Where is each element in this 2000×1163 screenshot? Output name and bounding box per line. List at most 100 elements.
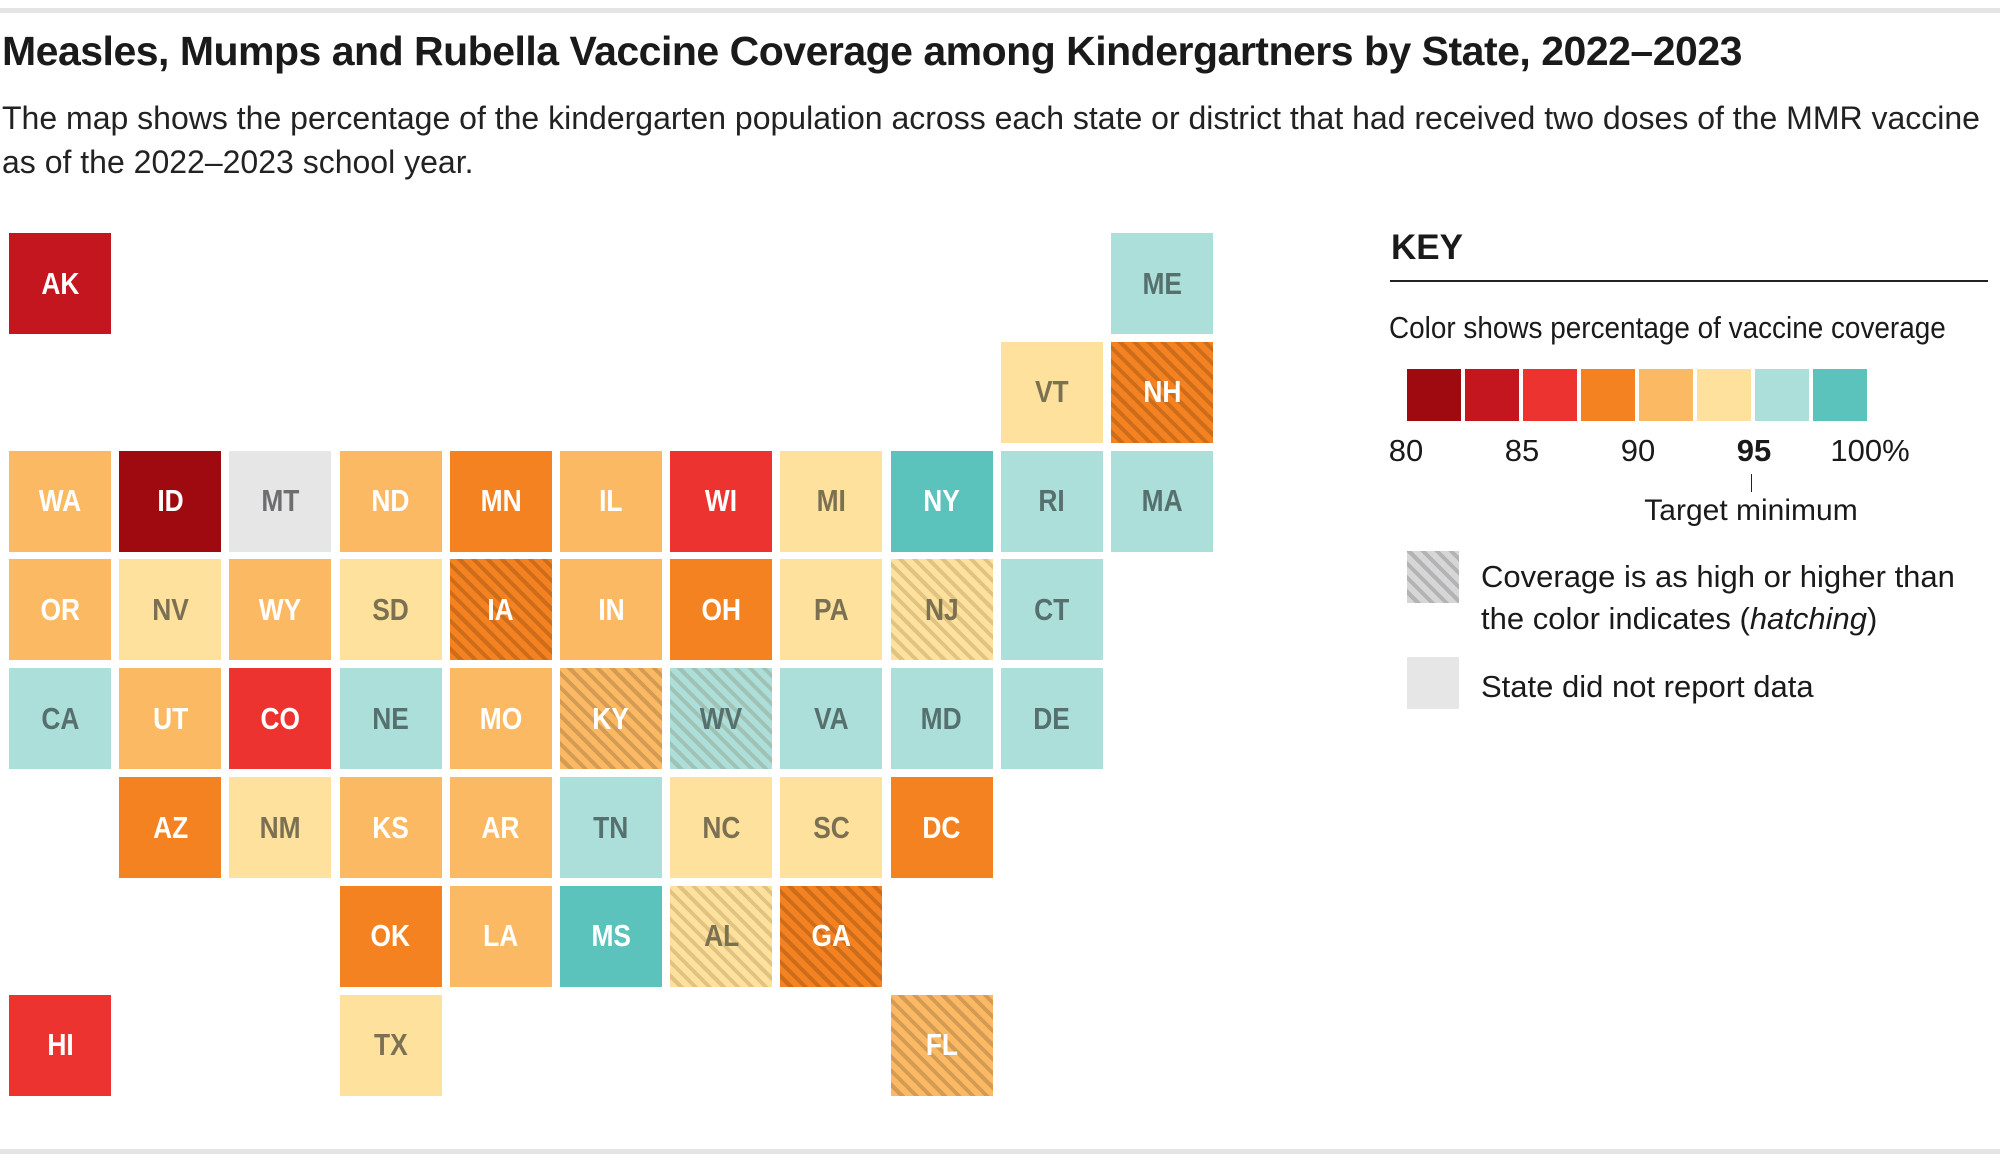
state-tile-ks: KS [339, 777, 442, 878]
state-tile-az: AZ [119, 777, 222, 878]
state-label: MO [479, 700, 523, 736]
state-label: LA [483, 918, 519, 954]
state-label: IA [487, 591, 514, 627]
state-tile-ar: AR [449, 777, 552, 878]
state-tile-ut: UT [119, 668, 222, 770]
state-tile-ak: AK [9, 233, 111, 334]
color-scale-tick-label: 80 [1388, 433, 1424, 468]
state-tile-va: VA [780, 668, 883, 770]
hatch-legend-swatch [1407, 551, 1459, 603]
hatch-legend-line-2a: the color indicates ( [1481, 601, 1750, 636]
state-tile-mi: MI [780, 450, 883, 552]
state-tile-ms: MS [560, 885, 662, 987]
state-label: NE [372, 700, 409, 736]
state-label: IL [599, 483, 623, 519]
state-label: NH [1142, 374, 1182, 410]
state-tile-pa: PA [780, 559, 883, 661]
state-label: MD [921, 700, 963, 736]
key-divider [1390, 280, 1988, 282]
page-title: Measles, Mumps and Rubella Vaccine Cover… [2, 28, 1742, 74]
state-tile-ri: RI [1000, 450, 1103, 552]
target-tick-mark [1751, 474, 1752, 492]
nodata-legend-label: State did not report data [1481, 669, 1814, 704]
state-tile-nj: NJ [890, 559, 993, 661]
state-tile-vt: VT [1000, 341, 1103, 443]
state-tile-ct: CT [1000, 559, 1103, 661]
state-label: IN [597, 591, 625, 627]
state-label: RI [1038, 483, 1065, 519]
state-tile-id: ID [119, 450, 222, 552]
nodata-legend-swatch [1407, 657, 1459, 709]
state-label: MN [480, 483, 522, 519]
color-scale-tick-label: 95 [1736, 433, 1772, 468]
state-tile-ia: IA [449, 559, 552, 661]
state-tile-al: AL [670, 885, 773, 987]
state-tile-mn: MN [449, 450, 552, 552]
state-label: WA [38, 483, 82, 519]
state-label: MA [1141, 483, 1183, 519]
state-label: WI [705, 483, 738, 519]
color-scale-swatch [1697, 369, 1751, 421]
state-label: AK [40, 265, 80, 301]
color-scale-tick-label: 100% [1830, 433, 1910, 468]
top-rule [0, 8, 2000, 13]
state-tile-ne: NE [339, 668, 442, 770]
target-minimum-label: Target minimum [1644, 494, 1858, 527]
state-tile-nc: NC [670, 777, 773, 878]
state-label: NV [151, 591, 189, 627]
state-tile-md: MD [890, 668, 993, 770]
state-tile-mo: MO [449, 668, 552, 770]
state-tile-wa: WA [9, 450, 111, 552]
state-label: HI [46, 1027, 74, 1063]
state-label: MS [591, 918, 631, 954]
hatch-legend-italic: hatching [1749, 601, 1868, 636]
state-label: WV [699, 700, 743, 736]
state-tile-la: LA [449, 885, 552, 987]
state-label: ND [371, 483, 410, 519]
state-tile-tn: TN [560, 777, 662, 878]
state-label: CA [40, 700, 80, 736]
state-label: NM [259, 809, 301, 845]
state-tile-fl: FL [890, 994, 993, 1096]
state-label: VA [814, 700, 849, 736]
state-label: UT [152, 700, 188, 736]
state-label: NY [923, 483, 960, 519]
state-tile-in: IN [560, 559, 662, 661]
state-tile-nv: NV [119, 559, 222, 661]
state-tile-co: CO [229, 668, 332, 770]
state-label: VT [1034, 374, 1069, 410]
state-tile-il: IL [560, 450, 662, 552]
color-scale-tick-label: 90 [1620, 433, 1656, 468]
state-tile-ca: CA [9, 668, 111, 770]
state-label: SD [372, 591, 409, 627]
state-tile-ga: GA [780, 885, 883, 987]
hatch-legend-line-1: Coverage is as high or higher than [1481, 559, 1955, 594]
state-tile-ky: KY [560, 668, 662, 770]
state-tile-me: ME [1111, 233, 1213, 334]
state-tile-mt: MT [229, 450, 332, 552]
state-label: OK [370, 918, 411, 954]
state-label: TN [593, 809, 629, 845]
state-label: OR [40, 591, 80, 627]
tile-grid-map: AK ME VT NH WA ID MT ND MN IL WI MI NY RI MA OR NV WY SD IA… [9, 233, 1213, 1096]
state-label: DC [922, 809, 961, 845]
color-scale-swatch [1407, 369, 1461, 421]
state-tile-hi: HI [9, 994, 111, 1096]
state-label: KS [372, 809, 409, 845]
color-scale-swatch [1755, 369, 1809, 421]
state-tile-wy: WY [229, 559, 332, 661]
color-scale-swatch [1581, 369, 1635, 421]
state-tile-dc: DC [890, 777, 993, 878]
hatch-legend-label: Coverage is as high or higher than the c… [1481, 556, 1955, 640]
state-tile-oh: OH [670, 559, 773, 661]
state-label: AL [703, 918, 739, 954]
key-caption: Color shows percentage of vaccine covera… [1389, 310, 1946, 345]
state-label: CT [1034, 591, 1070, 627]
state-tile-ok: OK [339, 885, 442, 987]
page-subtitle: The map shows the percentage of the kind… [2, 100, 1980, 180]
key-title: KEY [1391, 228, 1463, 267]
state-tile-sd: SD [339, 559, 442, 661]
state-label: GA [811, 918, 852, 954]
state-label: AZ [152, 809, 188, 845]
color-scale-swatch [1465, 369, 1519, 421]
